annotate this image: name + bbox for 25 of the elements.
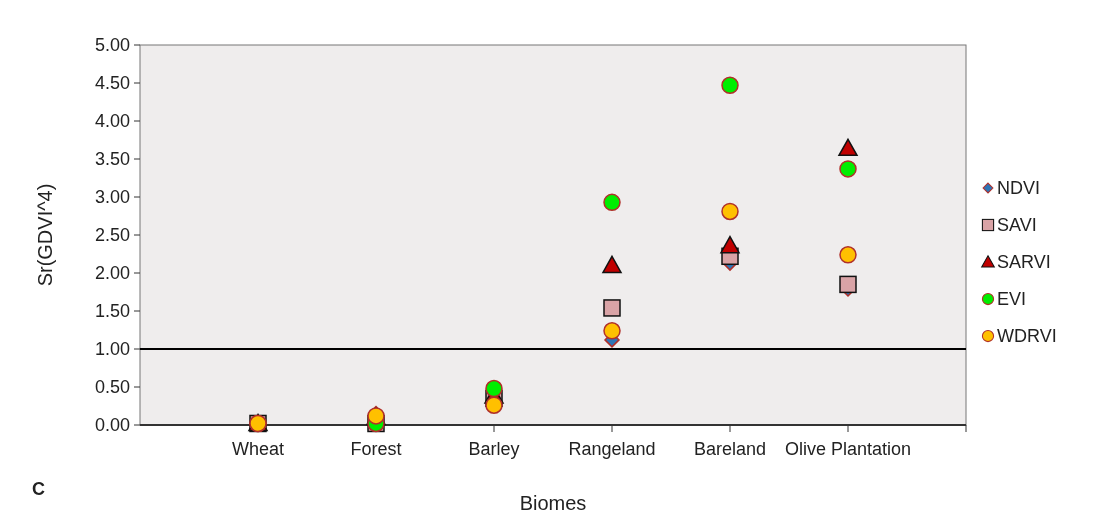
y-tick-label: 2.50 (94, 225, 130, 246)
x-axis-title: Biomes (519, 492, 587, 514)
legend-label: SARVI (997, 252, 1051, 273)
x-tick-label: Barley (468, 439, 520, 459)
x-tick-label: Bareland (693, 439, 767, 459)
y-tick-label: 5.00 (94, 35, 130, 56)
y-tick-label: 4.50 (94, 73, 130, 94)
y-tick-label: 0.00 (94, 415, 130, 436)
legend-label: NDVI (997, 178, 1041, 199)
x-tick-label: Olive Plantation (784, 439, 912, 459)
y-tick-label: 3.00 (94, 187, 130, 208)
legend-label: SAVI (997, 215, 1037, 236)
x-tick-label: Wheat (231, 439, 285, 459)
y-tick-label: 0.50 (94, 377, 130, 398)
x-tick-label: Rangeland (568, 439, 656, 459)
text: C (32, 479, 45, 499)
legend-label: WDRVI (997, 326, 1057, 347)
y-tick-label: 2.00 (94, 263, 130, 284)
y-tick-label: 4.00 (94, 111, 130, 132)
legend-label: EVI (997, 289, 1027, 310)
y-tick-label: 1.50 (94, 301, 130, 322)
y-axis-title: Sr(GDVI^4) (34, 183, 56, 287)
y-tick-label: 3.50 (94, 149, 130, 170)
x-tick-label: Forest (350, 439, 402, 459)
y-tick-label: 1.00 (94, 339, 130, 360)
